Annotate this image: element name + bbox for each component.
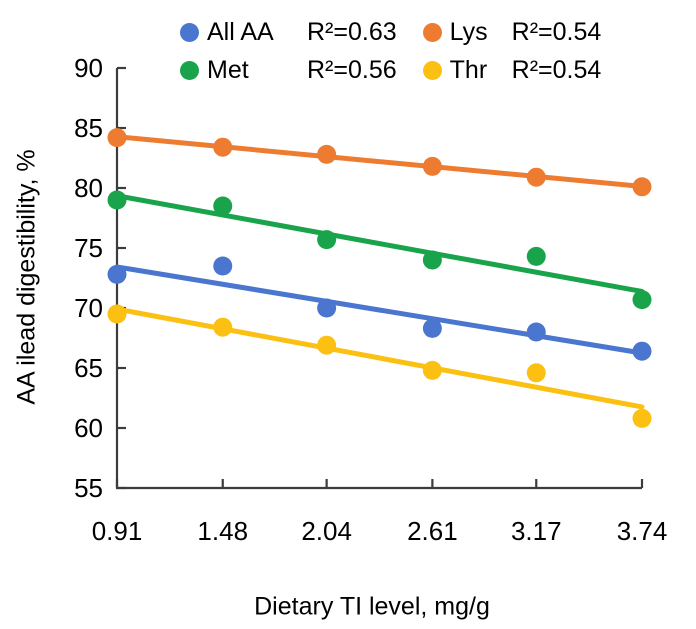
data-point-lys	[317, 144, 337, 164]
trend-line-met	[114, 193, 645, 294]
data-point-thr	[422, 360, 442, 380]
data-point-all-aa	[213, 256, 233, 276]
y-tick-label: 70	[74, 293, 103, 323]
trend-line-all-aa	[114, 264, 645, 356]
legend-series-name: Thr	[449, 55, 488, 84]
data-point-thr	[526, 363, 546, 383]
data-point-lys	[422, 156, 442, 176]
x-tick-label: 0.91	[92, 516, 143, 546]
data-point-met	[526, 246, 546, 266]
data-point-lys	[107, 128, 127, 148]
x-tick-label: 2.61	[407, 516, 458, 546]
data-point-all-aa	[422, 318, 442, 338]
data-point-all-aa	[317, 298, 337, 318]
data-point-met	[632, 290, 652, 310]
legend-item-all-aa: All AA R²=0.63	[180, 17, 397, 46]
x-tick-label: 2.04	[301, 516, 352, 546]
data-point-lys	[632, 177, 652, 197]
legend-dot-icon	[422, 22, 442, 42]
data-point-all-aa	[632, 341, 652, 361]
legend-series-name: All AA	[207, 17, 274, 46]
trend-line-lys	[114, 134, 645, 189]
y-tick-label: 80	[74, 173, 103, 203]
legend-item-thr: Thr R²=0.54	[422, 55, 602, 84]
y-tick-label: 90	[74, 53, 103, 83]
legend-dot-icon	[180, 60, 199, 80]
data-point-thr	[317, 335, 337, 355]
legend-r2-value: R²=0.56	[307, 55, 397, 84]
x-axis-title: Dietary TI level, mg/g	[254, 592, 490, 621]
y-tick-label: 65	[74, 353, 103, 383]
legend-r2-value: R²=0.63	[307, 17, 397, 46]
data-point-thr	[213, 317, 233, 337]
data-point-thr	[632, 408, 652, 428]
legend-item-met: Met R²=0.56	[180, 55, 397, 84]
legend-series-name: Lys	[449, 17, 488, 46]
legend-dot-icon	[422, 60, 442, 80]
legend-dot-icon	[180, 22, 199, 42]
data-point-lys	[213, 137, 233, 157]
trend-line-thr	[114, 306, 645, 410]
chart-legend: All AA R²=0.63 Met R²=0.56 Lys R²=0.54 Thr R²=0…	[180, 13, 601, 89]
y-tick-label: 55	[74, 473, 103, 503]
x-tick-label: 1.48	[197, 516, 248, 546]
y-tick-label: 75	[74, 233, 103, 263]
legend-item-lys: Lys R²=0.54	[422, 17, 602, 46]
legend-series-name: Met	[207, 55, 249, 84]
data-point-met	[107, 190, 127, 210]
legend-r2-value: R²=0.54	[511, 55, 602, 84]
data-point-lys	[526, 167, 546, 187]
x-tick-label: 3.17	[511, 516, 562, 546]
data-point-all-aa	[107, 264, 127, 284]
data-point-all-aa	[526, 322, 546, 342]
data-point-met	[422, 250, 442, 270]
data-point-met	[317, 230, 337, 250]
y-tick-label: 60	[74, 413, 103, 443]
data-point-met	[213, 196, 233, 216]
data-point-thr	[107, 304, 127, 324]
y-tick-label: 85	[74, 113, 103, 143]
x-tick-label: 3.74	[617, 516, 668, 546]
y-axis-title: AA ilead digestibility, %	[12, 149, 41, 405]
legend-r2-value: R²=0.54	[511, 17, 602, 46]
